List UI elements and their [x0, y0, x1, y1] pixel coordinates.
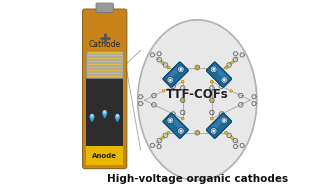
Text: Anode: Anode: [92, 153, 117, 159]
FancyBboxPatch shape: [206, 113, 232, 138]
Polygon shape: [103, 111, 107, 115]
Circle shape: [231, 61, 234, 64]
FancyBboxPatch shape: [163, 62, 189, 88]
Circle shape: [167, 66, 170, 69]
Circle shape: [221, 77, 228, 83]
Circle shape: [161, 61, 164, 64]
Polygon shape: [90, 115, 94, 119]
Circle shape: [225, 131, 227, 134]
FancyBboxPatch shape: [163, 62, 188, 87]
Polygon shape: [116, 115, 119, 119]
FancyBboxPatch shape: [83, 9, 127, 169]
Circle shape: [161, 137, 164, 139]
Circle shape: [210, 128, 217, 134]
Circle shape: [169, 119, 172, 122]
Circle shape: [177, 66, 184, 73]
FancyBboxPatch shape: [166, 65, 182, 81]
Bar: [86, 78, 123, 146]
Circle shape: [212, 129, 215, 133]
Polygon shape: [104, 111, 106, 113]
Circle shape: [196, 131, 199, 134]
Circle shape: [181, 80, 184, 83]
Polygon shape: [116, 117, 119, 122]
Circle shape: [181, 117, 184, 120]
Circle shape: [210, 66, 217, 73]
Circle shape: [212, 68, 215, 71]
Circle shape: [222, 78, 226, 82]
Circle shape: [221, 117, 228, 124]
Circle shape: [222, 119, 226, 122]
Circle shape: [177, 128, 184, 134]
Circle shape: [181, 99, 184, 101]
Circle shape: [169, 78, 172, 82]
Polygon shape: [91, 117, 93, 122]
FancyBboxPatch shape: [209, 116, 225, 132]
FancyBboxPatch shape: [163, 113, 189, 139]
Circle shape: [167, 117, 174, 124]
Circle shape: [179, 68, 182, 71]
Polygon shape: [91, 115, 93, 117]
FancyBboxPatch shape: [206, 62, 232, 87]
FancyBboxPatch shape: [163, 113, 188, 138]
Circle shape: [211, 99, 213, 101]
Circle shape: [167, 77, 174, 83]
Circle shape: [179, 129, 182, 133]
Ellipse shape: [138, 20, 257, 180]
FancyBboxPatch shape: [206, 62, 232, 88]
Circle shape: [211, 117, 213, 120]
Circle shape: [211, 117, 213, 120]
Circle shape: [211, 80, 213, 83]
FancyBboxPatch shape: [86, 146, 123, 165]
Circle shape: [167, 131, 170, 134]
Polygon shape: [117, 115, 118, 117]
FancyBboxPatch shape: [206, 113, 232, 139]
Circle shape: [167, 66, 170, 69]
Circle shape: [231, 137, 234, 139]
Circle shape: [225, 66, 227, 69]
Text: TTF-COFs: TTF-COFs: [166, 88, 229, 101]
Circle shape: [196, 66, 199, 69]
Circle shape: [211, 80, 213, 83]
FancyBboxPatch shape: [96, 3, 113, 12]
Circle shape: [230, 90, 233, 92]
Circle shape: [225, 131, 227, 134]
Polygon shape: [103, 113, 106, 118]
Text: Cathode: Cathode: [89, 40, 121, 49]
Circle shape: [167, 131, 170, 134]
Circle shape: [225, 66, 227, 69]
Circle shape: [181, 80, 184, 83]
FancyBboxPatch shape: [212, 65, 229, 81]
FancyBboxPatch shape: [169, 116, 185, 132]
Text: High-voltage organic cathodes: High-voltage organic cathodes: [107, 174, 288, 184]
FancyBboxPatch shape: [86, 51, 123, 78]
Circle shape: [181, 117, 184, 120]
Circle shape: [162, 90, 165, 92]
